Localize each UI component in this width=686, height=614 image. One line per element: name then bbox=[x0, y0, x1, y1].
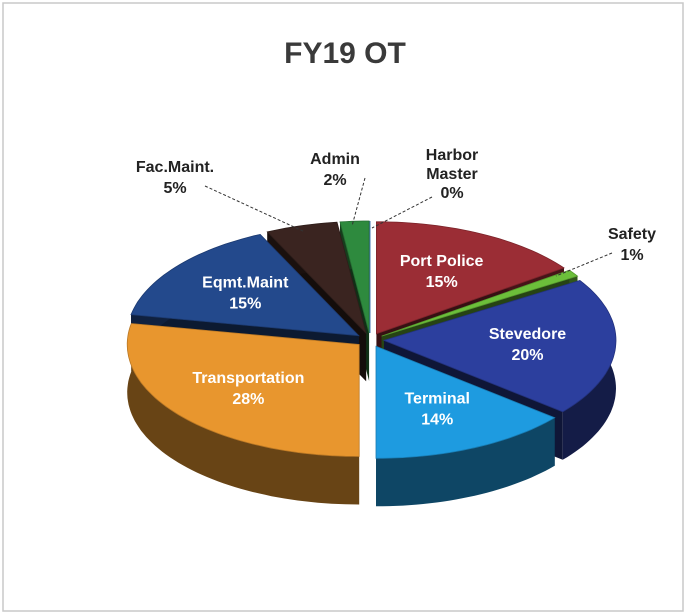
slice bbox=[130, 233, 360, 337]
leader-line bbox=[204, 185, 306, 233]
leader-line bbox=[555, 252, 613, 277]
slice-value-label: 15% bbox=[426, 274, 458, 291]
slice-label: Harbor Master bbox=[426, 147, 478, 183]
slice-label: Transportation bbox=[192, 370, 304, 387]
slice bbox=[339, 220, 370, 334]
slice bbox=[266, 221, 367, 335]
slice-label: Eqmt.Maint bbox=[202, 274, 289, 291]
slice-value-label: 20% bbox=[512, 347, 544, 364]
slice-label: Terminal bbox=[404, 390, 470, 407]
slice-value-label: 0% bbox=[440, 185, 463, 202]
slice bbox=[376, 221, 565, 335]
slice-label: Safety bbox=[608, 226, 656, 243]
slice-side bbox=[376, 417, 555, 507]
slice bbox=[381, 269, 579, 337]
slice-value-label: 15% bbox=[229, 295, 261, 312]
slice bbox=[382, 279, 617, 413]
slice bbox=[126, 323, 360, 457]
slice-value-label: 14% bbox=[421, 411, 453, 428]
pie-tops bbox=[126, 220, 617, 459]
slice bbox=[375, 345, 556, 459]
slice-label: Stevedore bbox=[489, 326, 566, 343]
slice-value-label: 2% bbox=[323, 172, 346, 189]
slice-side bbox=[127, 323, 360, 505]
slice-value-label: 1% bbox=[620, 247, 643, 264]
slice-label: Harbor Master bbox=[426, 147, 478, 183]
slice-label: Admin bbox=[310, 151, 360, 168]
slice-label: Port Police bbox=[400, 253, 484, 270]
slice-label: Fac.Maint. bbox=[136, 159, 214, 176]
slice-value-label: 28% bbox=[232, 391, 264, 408]
slice-value-label: 5% bbox=[163, 180, 186, 197]
leader-line bbox=[351, 177, 366, 227]
leader-line bbox=[371, 196, 433, 229]
chart-title: FY19 OT bbox=[284, 37, 406, 70]
